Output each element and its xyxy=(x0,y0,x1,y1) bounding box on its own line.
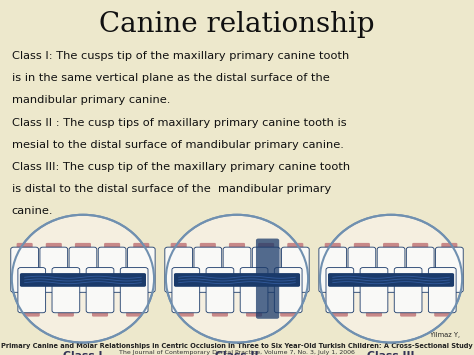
FancyBboxPatch shape xyxy=(332,300,348,317)
FancyBboxPatch shape xyxy=(18,268,46,313)
Text: The Journal of Contemporary Dental Practice, Volume 7, No. 3, July 1, 2006: The Journal of Contemporary Dental Pract… xyxy=(119,350,355,355)
FancyBboxPatch shape xyxy=(326,268,354,313)
FancyBboxPatch shape xyxy=(441,243,457,260)
FancyBboxPatch shape xyxy=(240,268,268,313)
FancyBboxPatch shape xyxy=(52,268,80,313)
FancyBboxPatch shape xyxy=(126,300,142,317)
FancyBboxPatch shape xyxy=(360,268,388,313)
FancyBboxPatch shape xyxy=(46,243,62,260)
FancyBboxPatch shape xyxy=(406,247,434,292)
FancyBboxPatch shape xyxy=(282,247,309,292)
Text: mesial to the distal surface of mandibular primary canine.: mesial to the distal surface of mandibul… xyxy=(12,140,344,149)
FancyBboxPatch shape xyxy=(274,268,302,313)
FancyBboxPatch shape xyxy=(256,239,279,319)
FancyBboxPatch shape xyxy=(165,247,192,292)
FancyBboxPatch shape xyxy=(92,300,108,317)
FancyBboxPatch shape xyxy=(120,268,148,313)
FancyBboxPatch shape xyxy=(287,243,303,260)
FancyBboxPatch shape xyxy=(383,243,399,260)
FancyBboxPatch shape xyxy=(58,300,74,317)
FancyBboxPatch shape xyxy=(400,300,416,317)
Text: Primary Canine and Molar Relationships in Centric Occlusion in Three to Six Year: Primary Canine and Molar Relationships i… xyxy=(1,343,473,349)
FancyBboxPatch shape xyxy=(428,268,456,313)
FancyBboxPatch shape xyxy=(40,247,68,292)
FancyBboxPatch shape xyxy=(436,247,463,292)
FancyBboxPatch shape xyxy=(24,300,40,317)
FancyBboxPatch shape xyxy=(223,247,251,292)
FancyBboxPatch shape xyxy=(212,300,228,317)
FancyBboxPatch shape xyxy=(394,268,422,313)
FancyBboxPatch shape xyxy=(75,243,91,260)
Text: Class II: Class II xyxy=(215,351,259,355)
Text: Class II : The cusp tips of maxillary primary canine tooth is: Class II : The cusp tips of maxillary pr… xyxy=(12,118,346,127)
FancyBboxPatch shape xyxy=(377,247,405,292)
Text: Canine relationship: Canine relationship xyxy=(99,11,375,38)
FancyBboxPatch shape xyxy=(172,268,200,313)
FancyBboxPatch shape xyxy=(104,243,120,260)
Text: is distal to the distal surface of the  mandibular primary: is distal to the distal surface of the m… xyxy=(12,184,331,193)
FancyBboxPatch shape xyxy=(194,247,222,292)
FancyBboxPatch shape xyxy=(366,300,382,317)
FancyBboxPatch shape xyxy=(206,268,234,313)
FancyBboxPatch shape xyxy=(200,243,216,260)
FancyBboxPatch shape xyxy=(20,273,146,287)
Ellipse shape xyxy=(166,215,308,343)
FancyBboxPatch shape xyxy=(434,300,450,317)
FancyBboxPatch shape xyxy=(325,243,341,260)
Ellipse shape xyxy=(12,215,154,343)
FancyBboxPatch shape xyxy=(258,243,274,260)
Text: Class I: Class I xyxy=(63,351,103,355)
FancyBboxPatch shape xyxy=(412,243,428,260)
Text: Class III: Class III xyxy=(367,351,415,355)
FancyBboxPatch shape xyxy=(17,243,33,260)
FancyBboxPatch shape xyxy=(252,247,280,292)
FancyBboxPatch shape xyxy=(174,273,300,287)
FancyBboxPatch shape xyxy=(69,247,97,292)
Text: mandibular primary canine.: mandibular primary canine. xyxy=(12,95,170,105)
FancyBboxPatch shape xyxy=(280,300,296,317)
Text: canine.: canine. xyxy=(12,206,54,215)
FancyBboxPatch shape xyxy=(328,273,454,287)
Text: Yilmaz Y,: Yilmaz Y, xyxy=(430,332,460,338)
FancyBboxPatch shape xyxy=(86,268,114,313)
FancyBboxPatch shape xyxy=(319,247,346,292)
FancyBboxPatch shape xyxy=(11,247,38,292)
FancyBboxPatch shape xyxy=(98,247,126,292)
FancyBboxPatch shape xyxy=(171,243,187,260)
FancyBboxPatch shape xyxy=(246,300,262,317)
FancyBboxPatch shape xyxy=(128,247,155,292)
FancyBboxPatch shape xyxy=(229,243,245,260)
Text: is in the same vertical plane as the distal surface of the: is in the same vertical plane as the dis… xyxy=(12,73,329,83)
FancyBboxPatch shape xyxy=(354,243,370,260)
FancyBboxPatch shape xyxy=(348,247,376,292)
Ellipse shape xyxy=(320,215,462,343)
Text: Class I: The cusps tip of the maxillary primary canine tooth: Class I: The cusps tip of the maxillary … xyxy=(12,51,349,61)
Text: Class III: The cusp tip of the maxillary primary canine tooth: Class III: The cusp tip of the maxillary… xyxy=(12,162,350,171)
FancyBboxPatch shape xyxy=(178,300,194,317)
FancyBboxPatch shape xyxy=(133,243,149,260)
